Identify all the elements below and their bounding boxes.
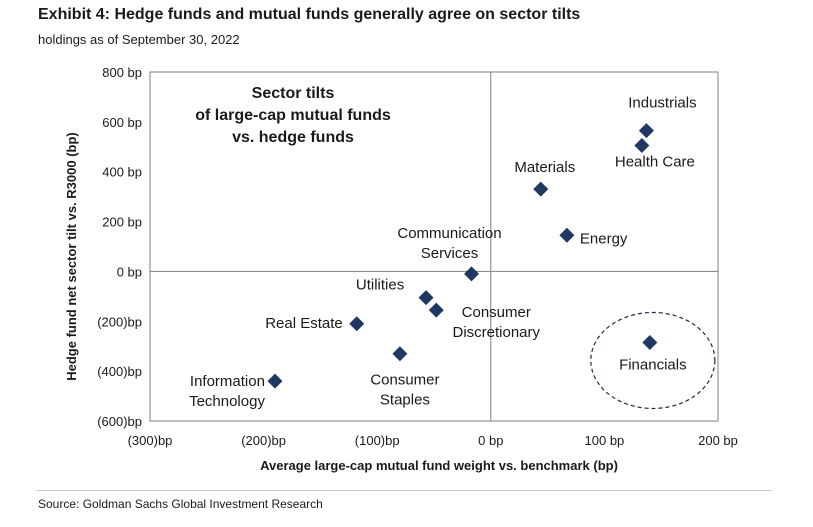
footer-divider (36, 490, 772, 491)
source-note: Source: Goldman Sachs Global Investment … (38, 497, 323, 511)
point-label: Real Estate (265, 315, 343, 332)
y-tick-label: 0 bp (117, 264, 142, 279)
point-label: Information (190, 373, 265, 390)
chart-annotation: vs. hedge funds (232, 129, 354, 146)
point-label: Consumer (370, 372, 439, 389)
data-point (267, 373, 283, 389)
y-tick-label: 400 bp (102, 165, 142, 180)
y-tick-label: (200)bp (97, 314, 142, 329)
data-point (349, 316, 365, 332)
point-label: Industrials (628, 95, 696, 112)
data-point (642, 334, 658, 350)
chart-subtitle: holdings as of September 30, 2022 (38, 32, 240, 47)
x-tick-label: (200)bp (241, 433, 286, 448)
point-label: Energy (580, 230, 628, 247)
point-label: Communication (397, 225, 501, 242)
data-point (638, 123, 654, 139)
data-point (634, 138, 650, 154)
data-point (392, 346, 408, 362)
data-point (533, 181, 549, 197)
y-tick-label: 800 bp (102, 65, 142, 80)
chart-annotation: Sector tilts (252, 85, 335, 102)
point-label: Materials (514, 159, 575, 176)
y-tick-label: 200 bp (102, 215, 142, 230)
point-label: Consumer (462, 304, 531, 321)
point-label: Discretionary (453, 324, 541, 341)
y-tick-label: (400)bp (97, 364, 142, 379)
point-label: Services (421, 245, 479, 262)
data-point (428, 302, 444, 318)
point-label: Financials (619, 356, 687, 373)
x-axis-title: Average large-cap mutual fund weight vs.… (260, 458, 618, 473)
y-tick-label: 600 bp (102, 115, 142, 130)
x-tick-label: 200 bp (698, 433, 738, 448)
x-tick-label: (300)bp (128, 433, 173, 448)
plot-frame (149, 71, 719, 422)
y-tick-label: (600)bp (97, 414, 142, 429)
chart-title: Exhibit 4: Hedge funds and mutual funds … (38, 6, 581, 23)
data-point (463, 266, 479, 282)
point-label: Health Care (615, 154, 695, 171)
point-label: Technology (189, 393, 265, 410)
y-axis-title: Hedge fund net sector tilt vs. R3000 (bp… (64, 132, 79, 381)
chart-annotation: of large-cap mutual funds (195, 107, 391, 124)
scatter-chart: 800 bp 600 bp 400 bp 200 bp 0 bp (200)bp (400)… (64, 65, 738, 473)
point-label: Utilities (356, 277, 404, 294)
data-point (418, 290, 434, 306)
data-point (559, 227, 575, 243)
x-tick-label: (100)bp (355, 433, 400, 448)
x-tick-label: 0 bp (478, 433, 503, 448)
highlight-circle (590, 311, 716, 410)
x-tick-label: 100 bp (585, 433, 625, 448)
point-label: Staples (380, 392, 430, 409)
